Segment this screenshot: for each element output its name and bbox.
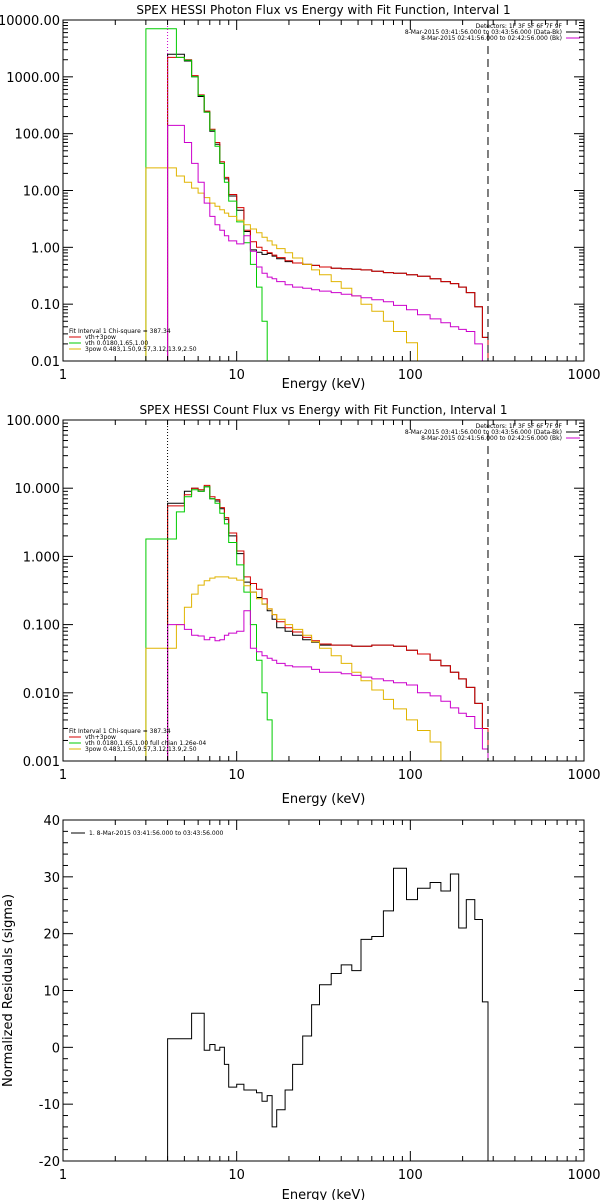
y-tick-label: 1000.00	[6, 71, 60, 86]
x-tick-label: 100	[398, 768, 423, 783]
y-tick-label: -10	[39, 1098, 60, 1113]
legend-label: vth 0.0180,1.65,1.00 full chian 1.26e-04	[85, 740, 206, 747]
x-axis-label: Energy (keV)	[282, 1188, 366, 1200]
x-tick-label: 1	[59, 768, 67, 783]
y-tick-label: 100.00	[15, 128, 61, 143]
photon-flux-panel: SPEX HESSI Photon Flux vs Energy with Fi…	[0, 3, 600, 392]
series-group	[167, 867, 489, 1161]
y-tick-label: 10000.00	[0, 14, 60, 29]
legend-title: Fit Interval 1 Chi-square = 387.34	[69, 728, 171, 735]
x-tick-label: 10	[228, 368, 245, 383]
chart-title: SPEX HESSI Photon Flux vs Energy with Fi…	[136, 3, 510, 17]
header-line: Detectors: 1F 3F 5F 6F 7F 9F	[476, 423, 563, 430]
x-tick-label: 1000	[567, 768, 600, 783]
header-line: 8-Mar-2015 02:41:56.000 to 02:42:56.000 …	[421, 435, 562, 442]
x-tick-label: 1	[59, 1168, 67, 1183]
legend-label: 3pow 0.483,1.50,9.57,3.12,13.9,2.50	[85, 746, 197, 753]
y-tick-label: 10.000	[15, 482, 61, 497]
y-tick-label: 100.000	[6, 414, 60, 429]
legend-label: 1. 8-Mar-2015 03:41:56.000 to 03:43:56.0…	[89, 830, 224, 837]
y-tick-label: 20	[43, 928, 60, 943]
series-component-line	[145, 576, 442, 761]
series-data-line	[167, 867, 489, 1161]
residuals-panel: 1 10 100 1000 -20 -10 0 10 20 30 40 Energy (keV) Nor…	[1, 814, 600, 1200]
chart-title: SPEX HESSI Count Flux vs Energy with Fit…	[139, 403, 507, 417]
series-background-line	[167, 124, 483, 361]
y-tick-label: 1.00	[31, 241, 60, 256]
y-tick-label: 30	[43, 871, 60, 886]
series-component-line	[145, 28, 268, 361]
legend-title: Fit Interval 1 Chi-square = 387.34	[69, 328, 171, 335]
x-tick-label: 100	[398, 368, 423, 383]
x-axis-label: Energy (keV)	[282, 377, 366, 392]
plot-frame	[62, 19, 585, 362]
x-tick-label: 10	[228, 768, 245, 783]
y-axis-label: Normalized Residuals (sigma)	[1, 894, 16, 1087]
x-tick-label: 1	[59, 368, 67, 383]
legend-label: vth+3pow	[85, 734, 116, 741]
y-tick-label: 10	[43, 985, 60, 1000]
y-tick-label: 40	[43, 814, 60, 829]
series-group	[145, 28, 489, 361]
series-background-line	[167, 610, 489, 761]
x-axis-label: Energy (keV)	[282, 792, 366, 807]
header-line: 8-Mar-2015 03:41:56.000 to 03:43:56.000 …	[405, 29, 562, 36]
y-tick-label: 0.001	[23, 755, 60, 770]
series-component-line	[145, 167, 418, 361]
header-line: 8-Mar-2015 02:41:56.000 to 02:42:56.000 …	[421, 35, 562, 42]
x-tick-label: 10	[228, 1168, 245, 1183]
x-tick-label: 1000	[567, 1168, 600, 1183]
header-line: Detectors: 1F 3F 5F 6F 7F 9F	[476, 23, 563, 30]
series-fit-line	[167, 56, 489, 361]
x-tick-label: 1000	[567, 368, 600, 383]
legend-label: vth 0.0180,1.65,1.00	[85, 340, 148, 347]
legend-label: 3pow 0.483,1.50,9.57,3.12,13.9,2.50	[85, 346, 197, 353]
y-tick-label: -20	[39, 1155, 60, 1170]
y-tick-label: 0	[52, 1041, 60, 1056]
y-tick-label: 10.00	[23, 185, 60, 200]
y-tick-label: 0.10	[31, 298, 60, 313]
x-tick-label: 100	[398, 1168, 423, 1183]
header-line: 8-Mar-2015 03:41:56.000 to 03:43:56.000 …	[405, 429, 562, 436]
plot-frame	[62, 419, 585, 762]
y-tick-label: 0.01	[31, 355, 60, 370]
y-tick-label: 0.010	[23, 687, 60, 702]
y-tick-label: 0.100	[23, 619, 60, 634]
y-tick-label: 1.000	[23, 550, 60, 565]
count-flux-panel: SPEX HESSI Count Flux vs Energy with Fit…	[6, 403, 600, 807]
series-component-line	[145, 486, 273, 761]
series-fit-line	[167, 484, 489, 761]
series-data-line	[167, 53, 489, 361]
series-group	[145, 484, 489, 761]
legend-label: vth+3pow	[85, 334, 116, 341]
plot-frame	[62, 819, 585, 1162]
series-data-line	[167, 486, 489, 761]
